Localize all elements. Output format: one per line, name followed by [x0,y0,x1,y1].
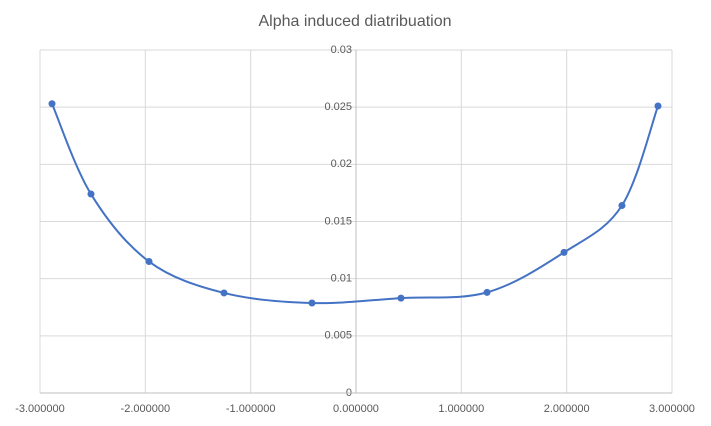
x-tick-label: -3.000000 [15,403,65,415]
data-point [618,201,626,209]
series-line [51,103,659,305]
data-point [397,294,405,302]
x-tick-label: 3.000000 [649,403,695,415]
y-tick-label: 0.025 [324,101,352,113]
y-tick-label: 0.005 [324,330,352,342]
data-point [560,248,568,256]
data-point [145,258,153,266]
y-tick-label: 0.03 [331,44,352,56]
y-tick-label: 0.01 [331,273,352,285]
data-point [654,102,662,110]
x-tick-label: 1.000000 [438,403,484,415]
chart-title: Alpha induced diatribuation [258,13,451,30]
x-tick-label: -2.000000 [121,403,171,415]
data-point [308,299,316,307]
y-tick-label: 0.02 [331,158,352,170]
y-tick-label: 0.015 [324,215,352,227]
data-point [48,100,56,108]
x-tick-label: 2.000000 [544,403,590,415]
x-tick-label: -1.000000 [226,403,276,415]
data-point [483,288,491,296]
data-point [220,289,228,297]
x-tick-label: 0.000000 [333,403,379,415]
data-point [87,190,95,198]
